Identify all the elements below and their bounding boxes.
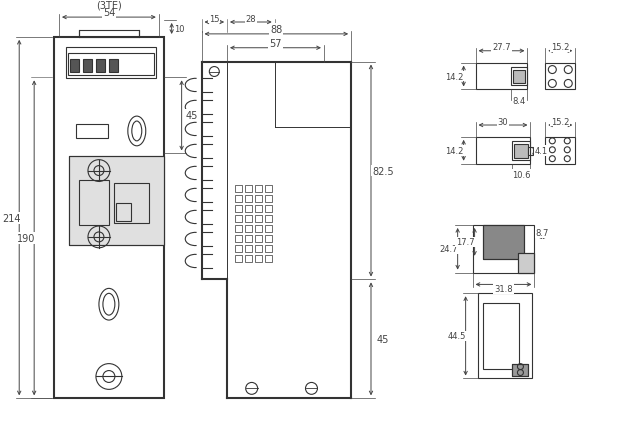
Text: 10: 10: [174, 25, 185, 34]
Text: 10.6: 10.6: [512, 171, 531, 180]
Bar: [255, 245, 262, 252]
Bar: [265, 216, 272, 222]
Bar: [69, 156, 164, 245]
Bar: [96, 60, 105, 72]
Text: 8.4: 8.4: [513, 97, 526, 106]
Bar: [245, 216, 252, 222]
Bar: [545, 138, 575, 164]
Text: 15: 15: [209, 14, 220, 23]
Bar: [83, 60, 92, 72]
Bar: [245, 206, 252, 213]
Text: 28: 28: [246, 14, 256, 23]
Bar: [109, 60, 118, 72]
Bar: [265, 235, 272, 242]
Text: 15.2: 15.2: [551, 117, 570, 126]
Text: 8.7: 8.7: [536, 229, 549, 238]
Bar: [515, 144, 529, 158]
Bar: [513, 364, 529, 376]
Bar: [114, 184, 148, 224]
Text: 15.2: 15.2: [551, 43, 570, 52]
Bar: [235, 216, 242, 222]
Bar: [255, 255, 262, 262]
Text: 44.5: 44.5: [447, 331, 466, 341]
Bar: [245, 245, 252, 252]
Bar: [245, 186, 252, 193]
Bar: [69, 156, 164, 245]
Bar: [513, 141, 531, 160]
Bar: [483, 225, 524, 259]
Bar: [235, 235, 242, 242]
Bar: [116, 204, 131, 222]
Bar: [245, 225, 252, 232]
Text: 24.7: 24.7: [440, 245, 458, 253]
Bar: [513, 70, 525, 84]
Bar: [511, 67, 527, 86]
Bar: [79, 181, 109, 225]
Bar: [68, 54, 154, 75]
Bar: [235, 225, 242, 232]
Bar: [70, 60, 79, 72]
Bar: [472, 225, 534, 273]
Text: 214: 214: [2, 213, 20, 223]
Text: 14.2: 14.2: [445, 72, 464, 81]
Bar: [66, 48, 156, 79]
Bar: [265, 186, 272, 193]
Text: (3TE): (3TE): [96, 0, 122, 10]
Text: 57: 57: [269, 39, 282, 49]
Bar: [265, 196, 272, 203]
Bar: [265, 225, 272, 232]
Text: 45: 45: [186, 111, 198, 121]
Bar: [245, 196, 252, 203]
Bar: [255, 225, 262, 232]
Bar: [76, 125, 108, 138]
Bar: [265, 255, 272, 262]
Bar: [255, 216, 262, 222]
Bar: [54, 38, 164, 398]
Bar: [477, 294, 532, 379]
Bar: [255, 186, 262, 193]
Bar: [483, 303, 520, 369]
Text: 82.5: 82.5: [372, 166, 394, 176]
Bar: [235, 245, 242, 252]
Bar: [245, 255, 252, 262]
Bar: [476, 138, 531, 164]
Bar: [235, 206, 242, 213]
Bar: [265, 245, 272, 252]
Bar: [235, 196, 242, 203]
Text: 88: 88: [270, 25, 282, 35]
Bar: [245, 235, 252, 242]
Bar: [235, 186, 242, 193]
Bar: [255, 235, 262, 242]
Bar: [529, 147, 533, 155]
Text: 14.2: 14.2: [445, 147, 464, 155]
Text: 4.1: 4.1: [535, 147, 548, 156]
Bar: [518, 253, 534, 273]
Text: 31.8: 31.8: [494, 284, 513, 293]
Text: 30: 30: [498, 117, 508, 126]
Bar: [545, 63, 575, 90]
Text: 17.7: 17.7: [456, 238, 475, 247]
Bar: [483, 225, 524, 259]
Bar: [265, 206, 272, 213]
Text: 190: 190: [17, 233, 35, 243]
Bar: [235, 255, 242, 262]
Bar: [255, 196, 262, 203]
Bar: [476, 63, 527, 90]
Bar: [255, 206, 262, 213]
Bar: [518, 253, 534, 273]
Bar: [79, 31, 139, 38]
Bar: [513, 364, 529, 376]
Text: 27.7: 27.7: [492, 43, 511, 52]
Text: 54: 54: [102, 8, 115, 18]
Text: 45: 45: [377, 334, 389, 344]
